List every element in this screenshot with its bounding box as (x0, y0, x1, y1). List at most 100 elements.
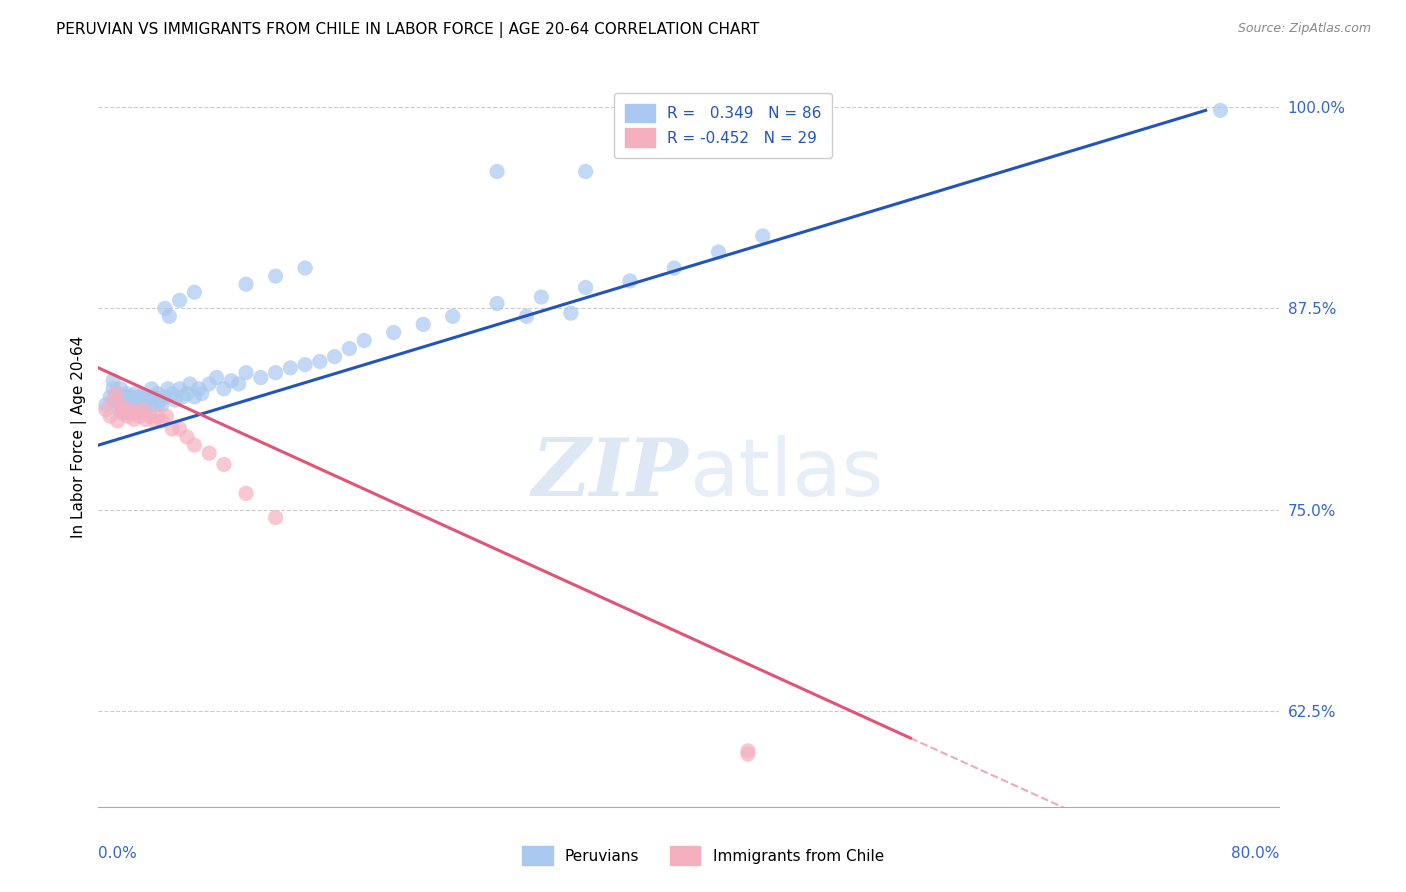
Point (138, 390, 160, 404)
Point (120, 398, 142, 412)
Point (212, 458, 235, 472)
Point (150, 398, 173, 412)
Y-axis label: In Labor Force | Age 20-64: In Labor Force | Age 20-64 (72, 336, 87, 538)
Point (619, 274, 641, 288)
Point (139, 398, 162, 412)
Point (135, 412, 157, 426)
Point (114, 390, 136, 404)
Point (486, 296, 509, 310)
Text: atlas: atlas (689, 435, 883, 513)
Text: 0.0%: 0.0% (98, 847, 138, 861)
Point (264, 510, 287, 524)
Point (128, 409, 150, 424)
Point (412, 318, 434, 332)
Point (105, 386, 128, 401)
Point (162, 386, 183, 401)
Point (132, 402, 155, 417)
Point (117, 398, 139, 412)
Point (110, 390, 132, 404)
Point (103, 374, 125, 388)
Point (752, 228, 775, 243)
Point (108, 402, 131, 417)
Point (94, 398, 117, 412)
Point (516, 310, 538, 324)
Point (198, 376, 221, 391)
Point (139, 409, 162, 424)
Point (294, 358, 316, 372)
Point (132, 398, 155, 412)
Point (149, 392, 172, 407)
Point (122, 398, 145, 412)
Point (150, 414, 173, 428)
Point (143, 390, 166, 404)
Point (294, 261, 316, 276)
Point (191, 386, 214, 401)
Point (228, 376, 250, 391)
Point (117, 406, 139, 420)
Point (103, 392, 125, 407)
Point (179, 376, 201, 391)
Point (737, 744, 759, 758)
Point (122, 412, 145, 426)
Point (165, 392, 187, 407)
Point (110, 398, 132, 412)
Point (183, 390, 205, 404)
Point (105, 386, 128, 401)
Point (530, 290, 553, 304)
Point (264, 366, 287, 380)
Point (114, 406, 136, 420)
Point (198, 446, 221, 460)
Point (235, 486, 257, 500)
Point (169, 422, 191, 436)
Legend: Peruvians, Immigrants from Chile: Peruvians, Immigrants from Chile (516, 840, 890, 871)
Point (280, 360, 302, 375)
Point (157, 310, 180, 324)
Point (575, 164, 598, 178)
Point (441, 310, 464, 324)
Point (98, 390, 121, 404)
Point (111, 406, 134, 420)
Point (169, 293, 191, 308)
Point (107, 414, 129, 428)
Point (146, 398, 169, 412)
Point (136, 392, 159, 407)
Point (146, 386, 169, 401)
Point (353, 334, 375, 348)
Point (169, 382, 191, 396)
Point (118, 402, 141, 417)
Point (135, 402, 157, 417)
Text: PERUVIAN VS IMMIGRANTS FROM CHILE IN LABOR FORCE | AGE 20-64 CORRELATION CHART: PERUVIAN VS IMMIGRANTS FROM CHILE IN LAB… (56, 22, 759, 38)
Point (183, 285, 205, 300)
Point (309, 354, 332, 368)
Point (264, 269, 287, 284)
Point (120, 390, 142, 404)
Point (94, 402, 117, 417)
Point (176, 386, 198, 401)
Point (105, 392, 128, 407)
Text: ZIP: ZIP (531, 435, 689, 513)
Point (1209, 103, 1232, 118)
Point (128, 398, 150, 412)
Point (382, 326, 405, 340)
Point (560, 306, 582, 320)
Point (124, 392, 146, 407)
Point (486, 164, 509, 178)
Point (111, 402, 134, 417)
Point (128, 390, 150, 404)
Point (235, 277, 257, 292)
Point (221, 374, 243, 388)
Point (162, 422, 183, 436)
Point (117, 409, 139, 424)
Point (98, 409, 121, 424)
Point (132, 390, 155, 404)
Point (183, 438, 205, 452)
Point (118, 392, 141, 407)
Point (124, 386, 146, 401)
Point (146, 409, 169, 424)
Point (172, 390, 194, 404)
Point (156, 382, 179, 396)
Text: 80.0%: 80.0% (1232, 847, 1279, 861)
Point (212, 382, 235, 396)
Point (250, 370, 273, 384)
Point (187, 382, 209, 396)
